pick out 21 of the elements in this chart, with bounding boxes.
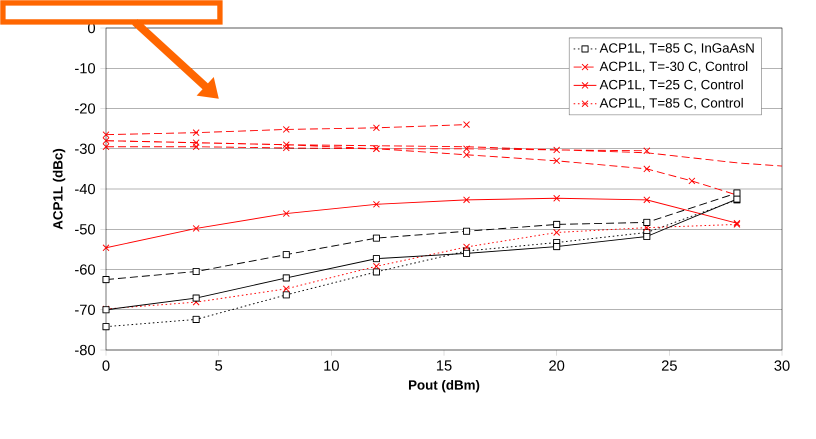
x-tick-label: 25 bbox=[662, 360, 677, 371]
y-tick-label: -70 bbox=[75, 304, 96, 315]
x-tick-label: 30 bbox=[774, 360, 790, 371]
y-tick-label: -50 bbox=[75, 224, 96, 234]
legend-label: ACP1L, T=85 C, Control bbox=[600, 98, 743, 110]
legend-label: ACP1L, T=25 C, Control bbox=[600, 80, 743, 91]
y-tick-label: -30 bbox=[75, 144, 96, 154]
x-tick-label: 15 bbox=[436, 360, 452, 371]
y-tick-label: -80 bbox=[75, 344, 96, 356]
y-tick-label: -60 bbox=[75, 264, 96, 275]
x-tick-label: 5 bbox=[215, 360, 222, 371]
y-tick-label: -40 bbox=[75, 184, 96, 194]
x-tick-label: 20 bbox=[549, 360, 564, 371]
legend-label: ACP1L, T=85 C, InGaAsN bbox=[600, 43, 754, 54]
x-axis-title: Pout (dBm) bbox=[408, 380, 480, 392]
y-tick-label: -10 bbox=[75, 63, 96, 74]
y-axis-title: ACP1L (dBc) bbox=[52, 148, 66, 230]
x-tick-label: 0 bbox=[102, 360, 110, 371]
legend-label: ACP1L, T=-30 C, Control bbox=[600, 61, 748, 73]
x-tick-label: 10 bbox=[324, 360, 339, 371]
y-tick-label: -20 bbox=[75, 103, 96, 114]
